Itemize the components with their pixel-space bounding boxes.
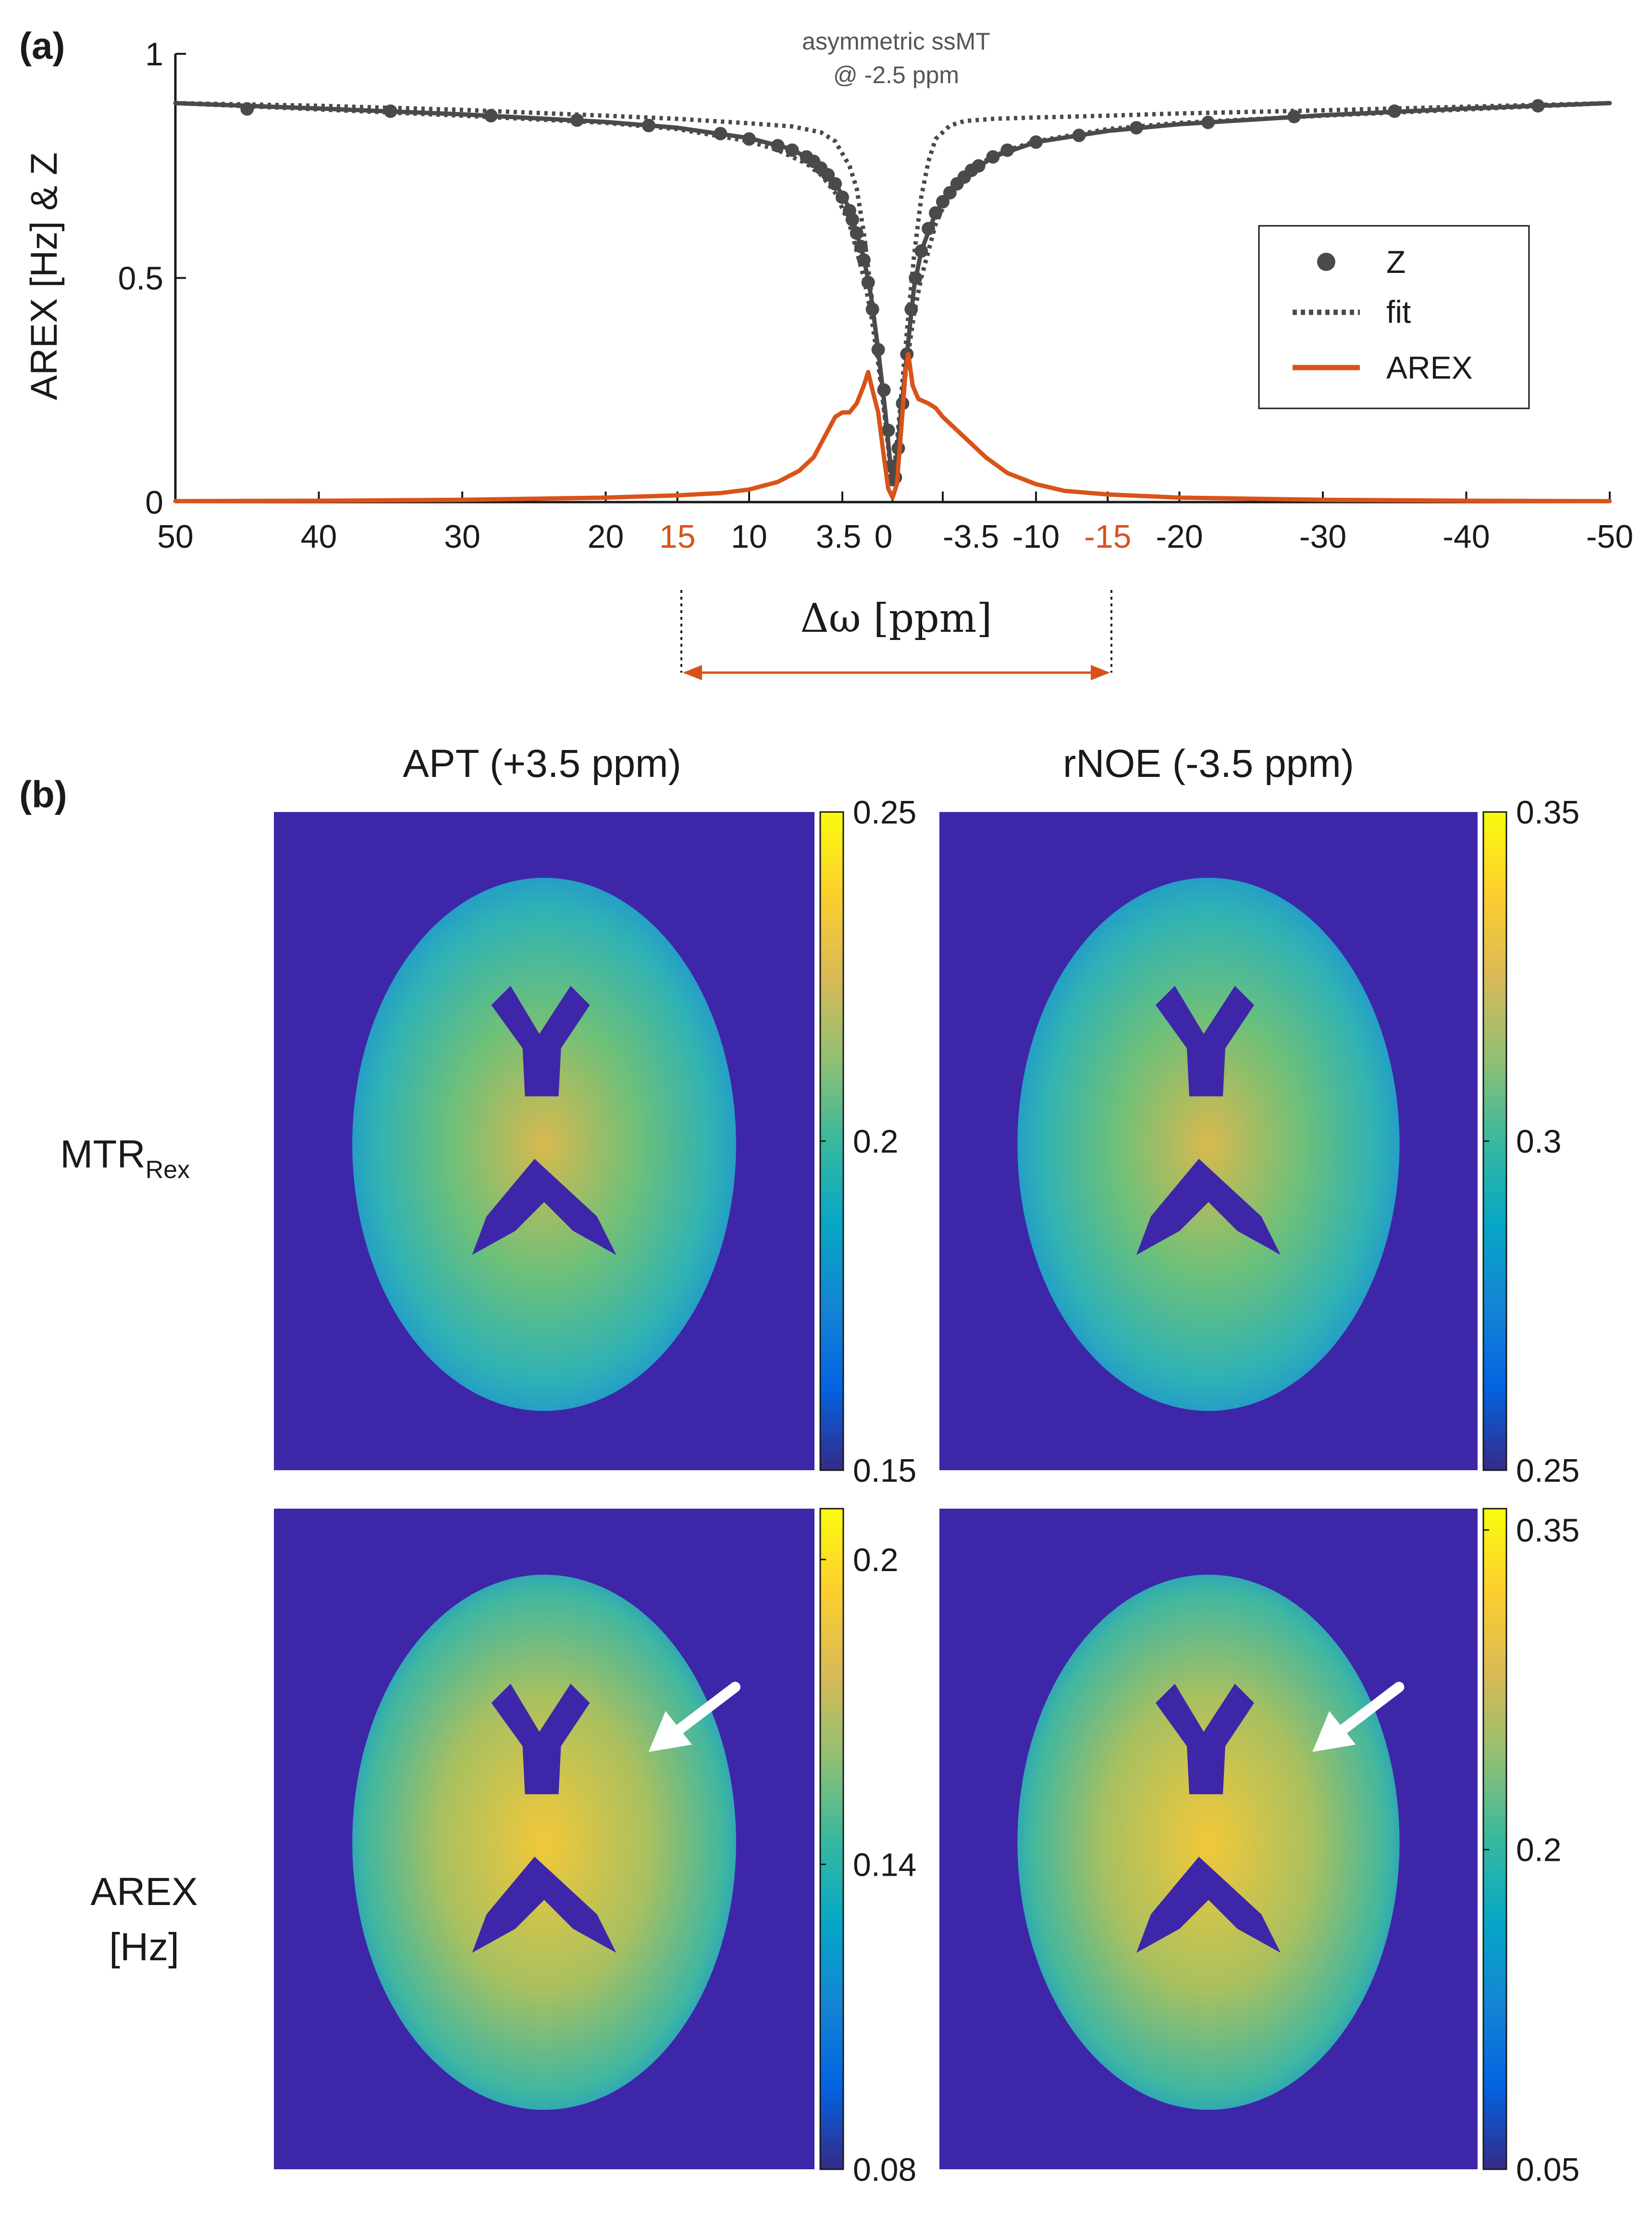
brain-slice bbox=[1017, 1574, 1400, 2110]
mtrrex-rnoe-map: 0.35 0.3 0.25 bbox=[939, 794, 1579, 1489]
x-axis-label: Δω [ppm] bbox=[801, 596, 992, 641]
legend-fit-label: fit bbox=[1386, 294, 1411, 330]
x-tick-label: -40 bbox=[1442, 518, 1490, 555]
colorbar-tick-label: 0.05 bbox=[1516, 2152, 1579, 2188]
ventricle-frontal bbox=[1156, 1684, 1254, 1795]
y-tick-label: 0 bbox=[145, 484, 163, 521]
row-label-mtrrex: MTRRex bbox=[60, 1132, 190, 1184]
legend-z-marker bbox=[1317, 253, 1335, 271]
ventricle-posterior bbox=[472, 1856, 616, 1953]
x-tick-label: 30 bbox=[444, 518, 481, 555]
row-label-mtrrex-main: MTR bbox=[60, 1132, 146, 1176]
axes-group: 50 40 30 20 15 10 3.5 0 -3.5 -10 -15 -20 -30 -40 -50 0 0… bbox=[118, 36, 1633, 555]
plot-a: AREX [Hz] & Z asymmetric ssMT @ -2.5 ppm… bbox=[23, 28, 1633, 680]
colorbar-tick-label: 0.3 bbox=[1516, 1123, 1562, 1160]
x-tick-label: -50 bbox=[1586, 518, 1633, 555]
y-tick-label: 0.5 bbox=[118, 260, 163, 297]
white-arrow-icon bbox=[1312, 1682, 1405, 1752]
colorbar-tick-label: 0.14 bbox=[853, 1846, 916, 1883]
x-tick-label: 15 bbox=[659, 518, 696, 555]
ventricle-frontal bbox=[1156, 985, 1254, 1096]
brain-slice bbox=[352, 878, 736, 1411]
arex-apt-map: 0.2 0.14 0.08 bbox=[274, 1508, 916, 2188]
legend-box bbox=[1258, 225, 1530, 409]
y-axis-label: AREX [Hz] & Z bbox=[23, 152, 65, 400]
series-group bbox=[173, 99, 1612, 504]
panel-b-label: (b) bbox=[19, 773, 67, 815]
x-tick-label: -3.5 bbox=[943, 518, 999, 555]
colorbar-tick-label: 0.25 bbox=[1516, 1452, 1579, 1489]
colorbar-tick-label: 0.08 bbox=[853, 2152, 916, 2188]
colorbar-tick-label: 0.2 bbox=[853, 1123, 899, 1160]
ventricle-posterior bbox=[1136, 1856, 1281, 1953]
x-tick-label: 50 bbox=[157, 518, 194, 555]
arex-rnoe-map: 0.35 0.2 0.05 bbox=[939, 1508, 1579, 2188]
x-tick-label: -10 bbox=[1012, 518, 1060, 555]
arex-curve bbox=[173, 352, 1612, 504]
legend-arex-label: AREX bbox=[1386, 350, 1473, 385]
map-grid: 0.25 0.2 0.15 0.35 0.3 0.25 0.2 0.14 0.08 0.35 0.2… bbox=[274, 794, 1579, 2188]
row-label-arex-line-1: AREX bbox=[90, 1870, 197, 1914]
x-tick-label: 0 bbox=[875, 518, 893, 555]
legend-z-label: Z bbox=[1386, 244, 1405, 280]
ventricle-frontal bbox=[491, 985, 590, 1096]
colorbar-tick-label: 0.2 bbox=[1516, 1832, 1562, 1869]
x-tick-label: 20 bbox=[588, 518, 624, 555]
x-tick-label: 40 bbox=[301, 518, 337, 555]
x-tick-label: -20 bbox=[1156, 518, 1203, 555]
colorbar-tick-label: 0.15 bbox=[853, 1452, 916, 1489]
brain-slice bbox=[352, 1574, 736, 2110]
ventricle-posterior bbox=[472, 1158, 616, 1255]
column-title-apt: APT (+3.5 ppm) bbox=[403, 742, 681, 786]
colorbar-tick-label: 0.35 bbox=[1516, 1512, 1579, 1549]
colorbar bbox=[1482, 1508, 1507, 2170]
panel-a-label: (a) bbox=[19, 25, 65, 67]
mtrrex-apt-map: 0.25 0.2 0.15 bbox=[274, 794, 916, 1489]
colorbar-tick-label: 0.25 bbox=[853, 794, 916, 831]
fit-curve bbox=[175, 101, 1610, 482]
white-arrow-icon bbox=[649, 1682, 740, 1752]
row-label-mtrrex-sub: Rex bbox=[146, 1156, 190, 1184]
annotation-line-1: asymmetric ssMT bbox=[802, 28, 990, 55]
column-title-rnoe: rNOE (-3.5 ppm) bbox=[1063, 742, 1354, 786]
x-tick-label: -30 bbox=[1299, 518, 1346, 555]
colorbar-tick-label: 0.35 bbox=[1516, 794, 1579, 831]
x-tick-label: 10 bbox=[731, 518, 767, 555]
y-tick-label: 1 bbox=[145, 36, 163, 73]
x-tick-label: -15 bbox=[1084, 518, 1131, 555]
legend: Z fit AREX bbox=[1258, 225, 1530, 409]
x-tick-label: 3.5 bbox=[816, 518, 862, 555]
row-label-arex-line-2: [Hz] bbox=[109, 1925, 179, 1969]
brain-slice bbox=[1017, 878, 1400, 1411]
colorbar-tick-label: 0.2 bbox=[853, 1542, 899, 1578]
colorbar bbox=[819, 1508, 844, 2170]
ventricle-frontal bbox=[491, 1684, 590, 1795]
annotation-line-2: @ -2.5 ppm bbox=[833, 61, 959, 88]
fit-inner-curve bbox=[175, 101, 1610, 482]
ventricle-posterior bbox=[1136, 1158, 1281, 1255]
